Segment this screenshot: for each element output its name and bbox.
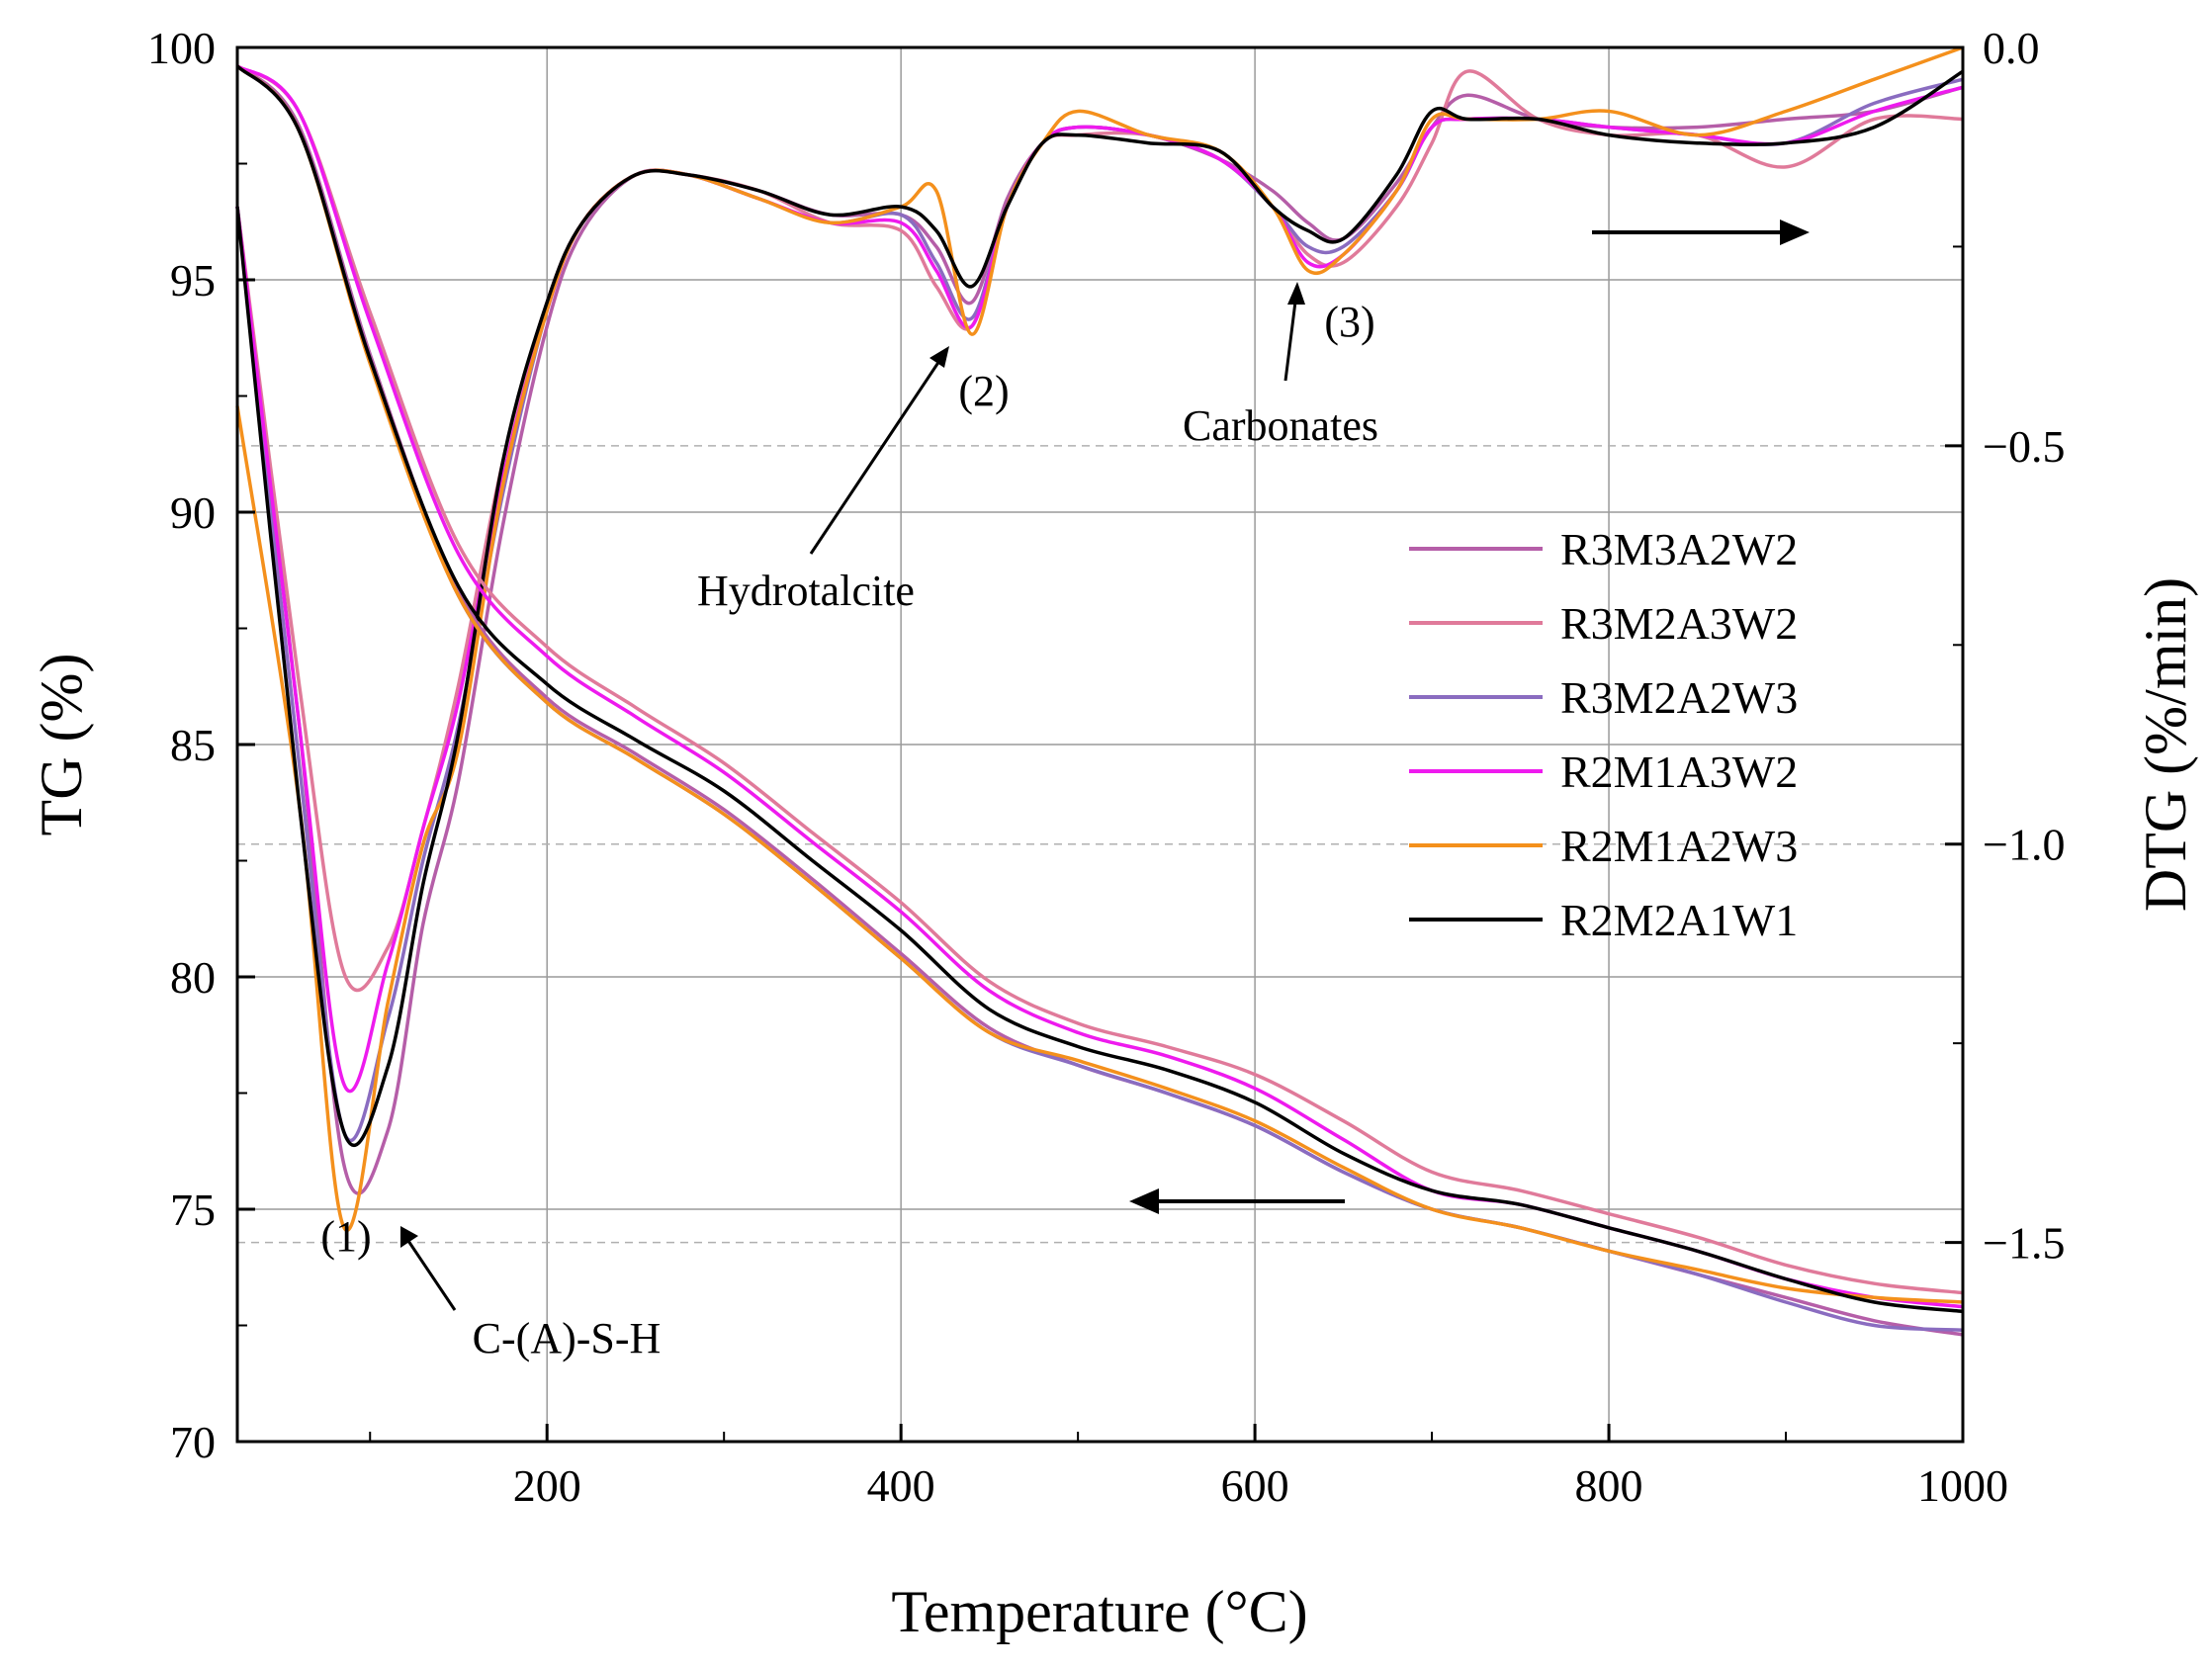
annotation-label-3: (3) [1324, 298, 1374, 346]
tg-line-R3M2A3W2 [235, 64, 1964, 1295]
tg-line-R2M2A1W1 [235, 64, 1964, 1314]
y-left-tick-label: 70 [170, 1417, 216, 1467]
y-left-tick-label: 85 [170, 720, 216, 770]
legend-label-R2M2A1W1: R2M2A1W1 [1560, 895, 1798, 945]
legend: R3M3A2W2 R3M2A3W2 R3M2A2W3 R2M1A3W2 R2M1A2W3… [1409, 524, 1798, 945]
y-left-tick-label: 80 [170, 952, 216, 1003]
tg-line-R2M1A2W3 [235, 64, 1964, 1304]
legend-label-R3M3A2W2: R3M3A2W2 [1560, 524, 1798, 574]
y-right-tick-label: −1.0 [1983, 820, 2065, 870]
x-tick-label: 1000 [1917, 1460, 2008, 1511]
annotation-label-2: (2) [958, 367, 1009, 415]
dtg-line-R3M3A2W2 [235, 85, 1964, 1195]
x-tick-label: 200 [513, 1460, 581, 1511]
dtg-series-group [235, 45, 1964, 1232]
y-right-tick-label: −1.5 [1983, 1218, 2065, 1269]
y-axis-left-title: TG (%) [29, 654, 94, 836]
annotation-text-csh: C-(A)-S-H [473, 1314, 662, 1362]
y-right-tick-label: −0.5 [1983, 421, 2065, 472]
annotation-csh: (1) C-(A)-S-H [320, 1212, 661, 1362]
dtg-line-R2M2A1W1 [235, 69, 1964, 1148]
annotation-text-carbonates: Carbonates [1183, 401, 1378, 450]
tg-direction-arrow [1129, 1188, 1345, 1214]
annotation-hydrotalcite: (2) Hydrotalcite [697, 346, 1010, 615]
axis-ticks: 200 400 600 800 1000 70 75 80 85 90 95 100 0.0 −0.5 −1… [147, 23, 2065, 1511]
x-axis-title: Temperature (°C) [891, 1579, 1307, 1644]
dtg-direction-arrow [1592, 220, 1810, 245]
legend-label-R3M2A2W3: R3M2A2W3 [1560, 672, 1798, 723]
x-tick-label: 600 [1221, 1460, 1289, 1511]
x-tick-label: 400 [867, 1460, 935, 1511]
annotation-carbonates: (3) Carbonates [1183, 282, 1378, 450]
y-left-tick-label: 90 [170, 487, 216, 538]
grid-lines [237, 46, 1964, 1443]
y-left-tick-label: 75 [170, 1185, 216, 1235]
legend-label-R3M2A3W2: R3M2A3W2 [1560, 598, 1798, 649]
annotation-label-1: (1) [320, 1212, 371, 1261]
tg-series-group [235, 64, 1964, 1337]
legend-label-R2M1A3W2: R2M1A3W2 [1560, 747, 1798, 797]
y-left-tick-label: 95 [170, 255, 216, 306]
legend-label-R2M1A2W3: R2M1A2W3 [1560, 821, 1798, 871]
y-right-tick-label: 0.0 [1983, 23, 2040, 73]
annotation-text-hydrotalcite: Hydrotalcite [697, 567, 915, 615]
y-left-tick-label: 100 [147, 23, 216, 73]
y-axis-right-title: DTG (%/min) [2133, 577, 2198, 912]
x-tick-label: 800 [1575, 1460, 1643, 1511]
